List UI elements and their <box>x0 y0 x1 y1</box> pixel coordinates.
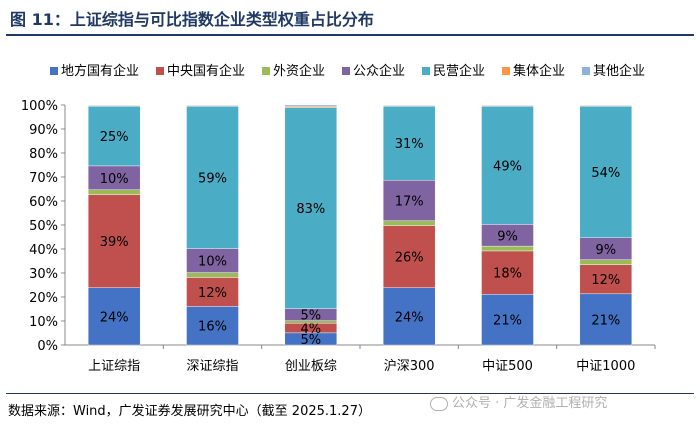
bar-segment <box>87 194 141 288</box>
bar-segment <box>87 287 141 346</box>
bar-segment <box>186 248 239 273</box>
legend-swatch-6 <box>582 67 590 75</box>
legend-swatch-4 <box>422 67 430 75</box>
watermark: 公众号 · 广发金融工程研究 <box>430 392 607 411</box>
data-label: 31% <box>395 137 424 152</box>
bar-segment <box>481 106 534 225</box>
bar-segment <box>579 106 633 238</box>
data-label: 24% <box>395 310 424 325</box>
legend-label-6: 其他企业 <box>593 63 645 79</box>
wechat-icon <box>430 396 448 411</box>
y-tick-label: 40% <box>29 243 58 258</box>
legend-label-1: 中央国有企业 <box>167 63 245 79</box>
legend-swatch-1 <box>156 67 164 75</box>
data-label: 83% <box>296 202 325 217</box>
x-tick-label: 中证500 <box>482 359 533 374</box>
bar-segment <box>382 180 436 222</box>
bar-segment <box>579 259 633 265</box>
legend-label-2: 外资企业 <box>273 63 325 79</box>
data-label: 17% <box>395 195 424 210</box>
legend-label-0: 地方国有企业 <box>61 63 139 79</box>
y-tick-label: 60% <box>29 195 58 210</box>
y-tick-label: 80% <box>29 147 58 162</box>
x-tick-label: 深证综指 <box>186 359 238 374</box>
x-tick-label: 中证1000 <box>576 359 635 374</box>
data-label: 9% <box>596 243 617 258</box>
data-label: 21% <box>591 313 620 328</box>
y-tick-label: 20% <box>29 291 58 306</box>
data-label: 54% <box>591 166 620 181</box>
bar-segment <box>186 272 239 278</box>
figure-title: 图 11：上证综指与可比指数企业类型权重占比分布 <box>10 10 374 29</box>
data-label: 26% <box>395 251 424 266</box>
legend-swatch-5 <box>502 67 510 75</box>
data-label: 25% <box>100 130 129 145</box>
y-tick-label: 0% <box>37 339 58 354</box>
bar-segment <box>186 277 239 307</box>
bar-segment <box>284 104 338 107</box>
data-label: 5% <box>301 309 322 324</box>
data-label: 10% <box>100 172 129 187</box>
watermark-text: 公众号 · 广发金融工程研究 <box>452 396 608 411</box>
data-label: 59% <box>198 171 227 186</box>
legend-swatch-2 <box>262 67 270 75</box>
bar-segment <box>284 107 338 309</box>
bar-segment <box>382 105 436 181</box>
bar-segment <box>382 225 436 288</box>
x-tick-label: 创业板综 <box>285 359 337 374</box>
data-label: 5% <box>301 333 322 348</box>
data-label: 49% <box>493 159 522 174</box>
data-label: 9% <box>497 229 518 244</box>
y-tick-label: 50% <box>29 219 58 234</box>
data-label: 12% <box>198 286 227 301</box>
y-tick-label: 70% <box>29 171 58 186</box>
stacked-bar-chart: 地方国有企业 中央国有企业 外资企业 公众企业 民营企业 集体企业 其他企业 0% 10% 20%… <box>21 63 656 374</box>
bar-segment <box>579 293 633 346</box>
bar-segment <box>579 264 633 295</box>
data-label: 21% <box>493 314 522 329</box>
data-label: 24% <box>100 310 129 325</box>
title-divider <box>6 34 694 36</box>
title-bar: 图 11：上证综指与可比指数企业类型权重占比分布 <box>6 2 694 36</box>
legend-label-4: 民营企业 <box>433 63 485 79</box>
bar-segment <box>87 189 141 195</box>
legend-swatch-3 <box>342 67 350 75</box>
legend-label-3: 公众企业 <box>353 63 405 79</box>
data-label: 39% <box>100 235 129 250</box>
x-tick-label: 上证综指 <box>88 359 140 374</box>
bar-segment <box>481 245 534 252</box>
data-label: 4% <box>301 322 322 337</box>
y-tick-label: 100% <box>21 99 58 114</box>
data-label: 10% <box>198 255 227 270</box>
legend-label-5: 集体企业 <box>513 63 565 79</box>
legend-swatch-0 <box>50 67 58 75</box>
data-label: 12% <box>591 273 620 288</box>
bar-segment <box>481 250 534 295</box>
y-tick-label: 10% <box>29 315 58 330</box>
bar-segment <box>382 287 436 346</box>
x-tick-label: 沪深300 <box>384 358 435 374</box>
bar-segment <box>382 220 436 226</box>
bar-segment <box>481 294 534 346</box>
footer-divider <box>6 393 694 394</box>
y-tick-label: 90% <box>29 123 58 138</box>
source-note: 数据来源：Wind，广发证券发展研究中心（截至 2025.1.27） <box>8 404 371 419</box>
bar-segment <box>186 306 239 346</box>
data-label: 16% <box>198 320 227 335</box>
y-tick-label: 30% <box>29 267 58 282</box>
data-label: 18% <box>493 267 522 282</box>
